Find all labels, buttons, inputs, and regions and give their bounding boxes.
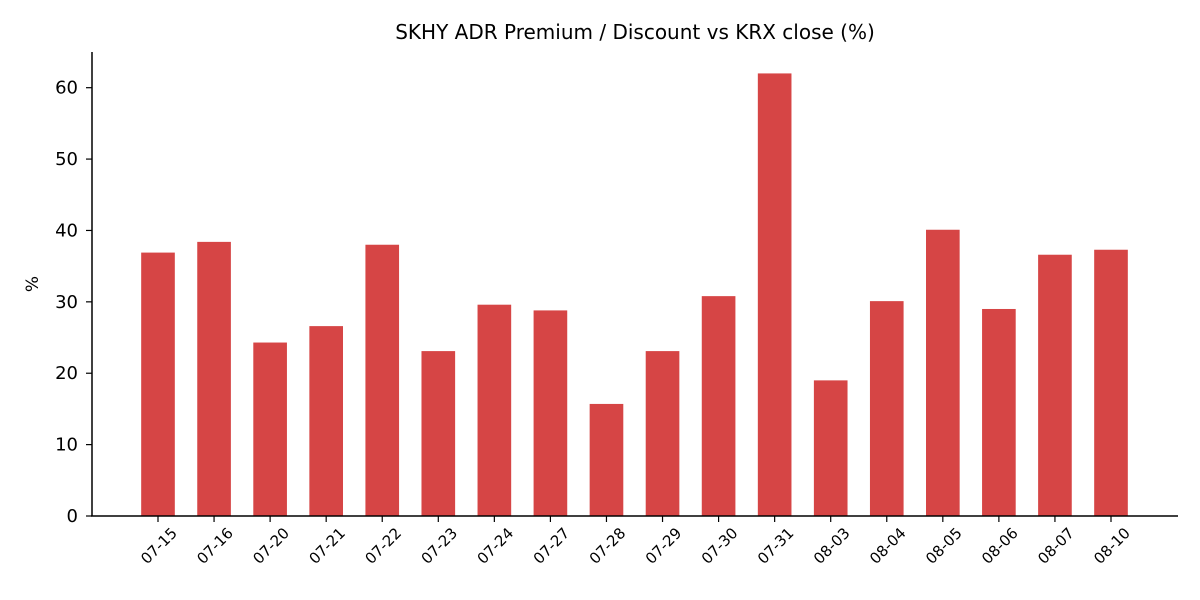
x-tick-label: 07-27 [530,524,574,568]
bar-07-27 [533,310,568,516]
x-tick-label: 08-05 [922,524,966,568]
chart-title: SKHY ADR Premium / Discount vs KRX close… [395,20,875,44]
x-tick-label: 07-29 [642,524,686,568]
bars-group [141,73,1128,517]
bar-08-06 [982,308,1016,516]
x-tick-label: 08-06 [978,524,1022,568]
x-tick-label: 08-04 [866,524,910,568]
y-tick-label: 60 [55,78,78,99]
x-tick-label: 07-20 [249,524,293,568]
y-axis-label: % [23,276,43,292]
y-tick-label: 50 [55,149,78,170]
x-tick-label: 07-30 [698,524,742,568]
bar-07-24 [477,304,512,516]
y-tick-label: 10 [55,435,78,456]
bar-08-10 [1094,249,1128,517]
bar-07-22 [365,244,400,517]
bar-07-23 [421,351,456,516]
x-tick-label: 07-28 [586,524,630,568]
bar-07-30 [701,296,736,516]
x-tick-label: 07-24 [474,524,518,568]
y-tick-label: 20 [55,363,78,384]
x-ticks-group: 07-15 07-16 07-20 07-21 07-22 07-23 07-24 07-27… [137,516,1134,568]
bar-08-04 [869,301,904,516]
x-tick-label: 07-21 [305,524,349,568]
y-tick-label: 0 [67,506,78,527]
x-tick-label: 07-23 [418,524,462,568]
bar-07-28 [589,403,624,516]
bar-08-03 [813,380,848,516]
x-tick-label: 08-07 [1034,524,1078,568]
bar-07-29 [645,351,680,516]
bar-08-07 [1038,254,1072,517]
y-tick-label: 30 [55,292,78,313]
x-tick-label: 08-03 [810,524,854,568]
x-tick-label: 07-15 [137,524,181,568]
bar-07-31 [757,73,792,517]
bar-08-05 [926,229,960,516]
bar-07-20 [253,342,287,516]
bar-07-16 [197,241,231,516]
y-tick-label: 40 [55,220,78,241]
y-ticks-group: 0 10 20 30 40 50 60 [55,78,92,527]
x-tick-label: 07-16 [193,524,237,568]
x-tick-label: 07-22 [362,524,406,568]
bar-07-21 [309,326,343,516]
bar-07-15 [141,252,175,516]
x-tick-label: 08-10 [1090,524,1134,568]
x-tick-label: 07-31 [754,524,798,568]
